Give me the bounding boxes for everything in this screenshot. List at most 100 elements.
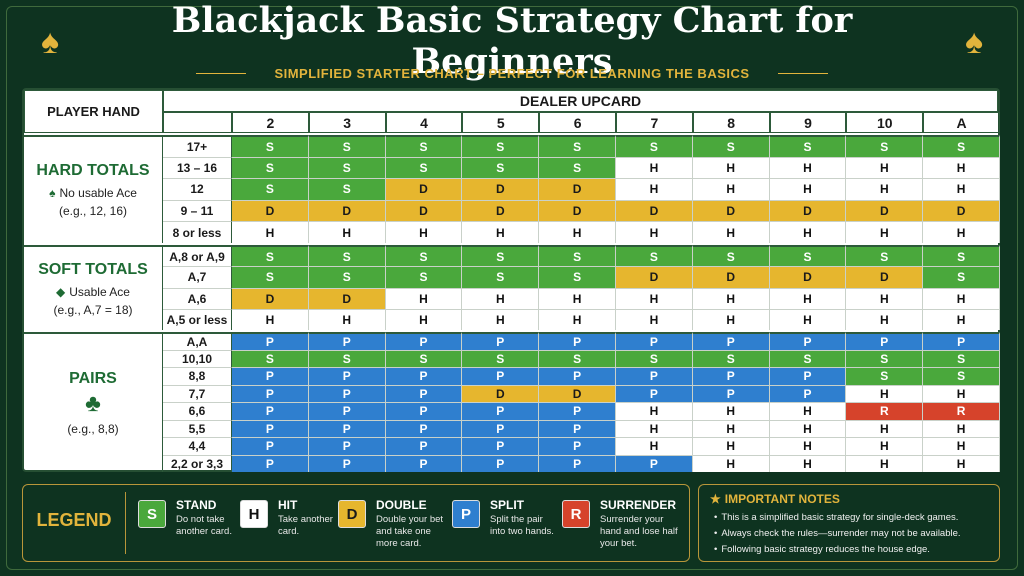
hand-label: 8 or less <box>163 221 232 243</box>
strategy-cell: H <box>385 221 463 243</box>
strategy-cell: H <box>846 419 924 437</box>
strategy-cell: H <box>923 454 1000 472</box>
strategy-cell: P <box>692 367 770 385</box>
strategy-cell: D <box>616 199 693 222</box>
strategy-cell: H <box>616 437 693 455</box>
strategy-cell: H <box>846 384 924 402</box>
group-label: PAIRS ♣ (e.g., 8,8) <box>24 332 163 472</box>
strategy-cell: H <box>769 156 847 179</box>
strategy-cell: H <box>616 287 693 309</box>
column-header: 4 <box>385 112 463 133</box>
column-header: 3 <box>308 112 386 133</box>
notes-box <box>698 484 1000 562</box>
legend-name: HIT <box>278 498 298 512</box>
strategy-cell: S <box>539 156 616 179</box>
strategy-cell: H <box>385 287 463 309</box>
strategy-cell: H <box>692 221 770 243</box>
strategy-cell: P <box>539 419 616 437</box>
strategy-cell: D <box>846 266 924 288</box>
hand-label: 4,4 <box>163 437 232 455</box>
strategy-cell: H <box>616 178 693 200</box>
strategy-cell: H <box>692 454 770 472</box>
note-item: • Always check the rules—surrender may no… <box>714 526 996 540</box>
strategy-cell: S <box>846 349 924 367</box>
strategy-cell: P <box>232 384 309 402</box>
legend-description: Double your bet and take one more card. <box>376 514 444 549</box>
group-icon: ◆ <box>56 284 66 299</box>
strategy-cell: H <box>692 437 770 455</box>
group-note-row: ♠ No usable Ace <box>49 186 137 200</box>
strategy-cell: P <box>232 437 309 455</box>
strategy-cell: D <box>923 199 1000 222</box>
legend-badge: D <box>338 500 366 528</box>
strategy-cell: D <box>769 199 847 222</box>
rule <box>196 73 246 74</box>
strategy-cell: D <box>308 199 386 222</box>
strategy-cell: H <box>539 287 616 309</box>
strategy-cell: S <box>539 349 616 367</box>
strategy-cell: H <box>923 287 1000 309</box>
legend-badge: P <box>452 500 480 528</box>
strategy-cell: H <box>769 437 847 455</box>
strategy-cell: H <box>923 178 1000 200</box>
strategy-cell: P <box>462 437 540 455</box>
legend-box <box>22 484 690 562</box>
strategy-cell: S <box>923 245 1000 267</box>
hand-label: 5,5 <box>163 419 232 437</box>
hand-label: 17+ <box>163 135 232 157</box>
strategy-cell: H <box>769 221 847 243</box>
strategy-cell: H <box>923 308 1000 330</box>
strategy-cell: S <box>308 156 386 179</box>
group-example: (e.g., A,7 = 18) <box>53 302 133 317</box>
strategy-cell: P <box>462 454 540 472</box>
strategy-cell: H <box>923 156 1000 179</box>
bullet: • <box>714 527 718 539</box>
strategy-cell: S <box>385 156 463 179</box>
strategy-cell: D <box>692 199 770 222</box>
legend-badge: S <box>138 500 166 528</box>
group-title: HARD TOTALS <box>36 162 150 179</box>
strategy-cell: H <box>462 308 540 330</box>
strategy-cell: P <box>232 402 309 420</box>
strategy-cell: D <box>539 384 616 402</box>
strategy-cell: H <box>539 221 616 243</box>
strategy-cell: S <box>308 349 386 367</box>
hand-label: 8,8 <box>163 367 232 385</box>
group-icon: ♣ <box>85 390 101 417</box>
star-icon: ★ <box>710 492 721 506</box>
notes-title: ★ IMPORTANT NOTES <box>710 491 840 507</box>
strategy-cell: D <box>846 199 924 222</box>
strategy-cell: S <box>846 367 924 385</box>
strategy-cell: P <box>539 367 616 385</box>
strategy-cell: H <box>616 419 693 437</box>
strategy-cell: P <box>769 384 847 402</box>
strategy-cell: P <box>616 384 693 402</box>
legend-description: Surrender your hand and lose half your b… <box>600 514 678 549</box>
strategy-cell: H <box>232 221 309 243</box>
legend-badge: R <box>562 500 590 528</box>
column-header: 7 <box>616 112 693 133</box>
hand-label: A,A <box>163 332 232 350</box>
note-item: • This is a simplified basic strategy for… <box>714 510 996 524</box>
strategy-cell: P <box>462 367 540 385</box>
legend-title: LEGEND <box>36 509 112 530</box>
hand-label: 6,6 <box>163 402 232 420</box>
strategy-cell: H <box>692 419 770 437</box>
dealer-label: DEALER UPCARD <box>163 90 998 112</box>
strategy-cell: S <box>769 135 847 157</box>
strategy-cell: P <box>385 402 463 420</box>
strategy-cell: P <box>539 402 616 420</box>
divider <box>125 492 126 554</box>
strategy-cell: H <box>846 156 924 179</box>
strategy-cell: H <box>769 308 847 330</box>
legend-description: Take another card. <box>278 514 333 537</box>
strategy-cell: P <box>232 454 309 472</box>
strategy-cell: H <box>692 402 770 420</box>
strategy-cell: P <box>462 402 540 420</box>
strategy-cell: P <box>385 437 463 455</box>
strategy-cell: S <box>923 135 1000 157</box>
strategy-cell: P <box>308 437 386 455</box>
strategy-cell: D <box>539 199 616 222</box>
strategy-cell: D <box>385 178 463 200</box>
